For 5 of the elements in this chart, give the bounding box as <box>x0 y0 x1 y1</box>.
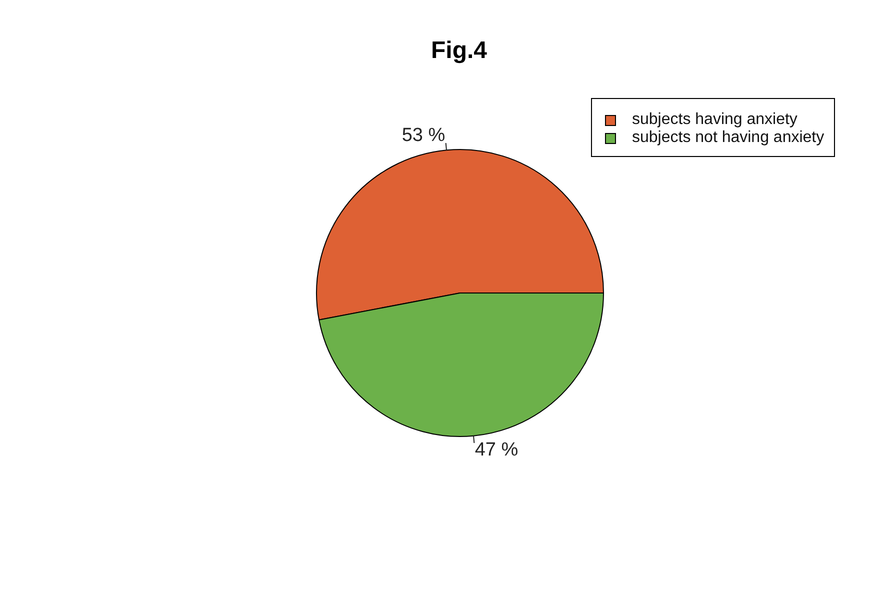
legend-label: subjects having anxiety <box>632 111 798 129</box>
legend-label: subjects not having anxiety <box>632 129 824 147</box>
data-label: 47 % <box>474 439 518 460</box>
data-label: 53 % <box>402 125 446 146</box>
chart-title: Fig.4 <box>430 37 488 65</box>
